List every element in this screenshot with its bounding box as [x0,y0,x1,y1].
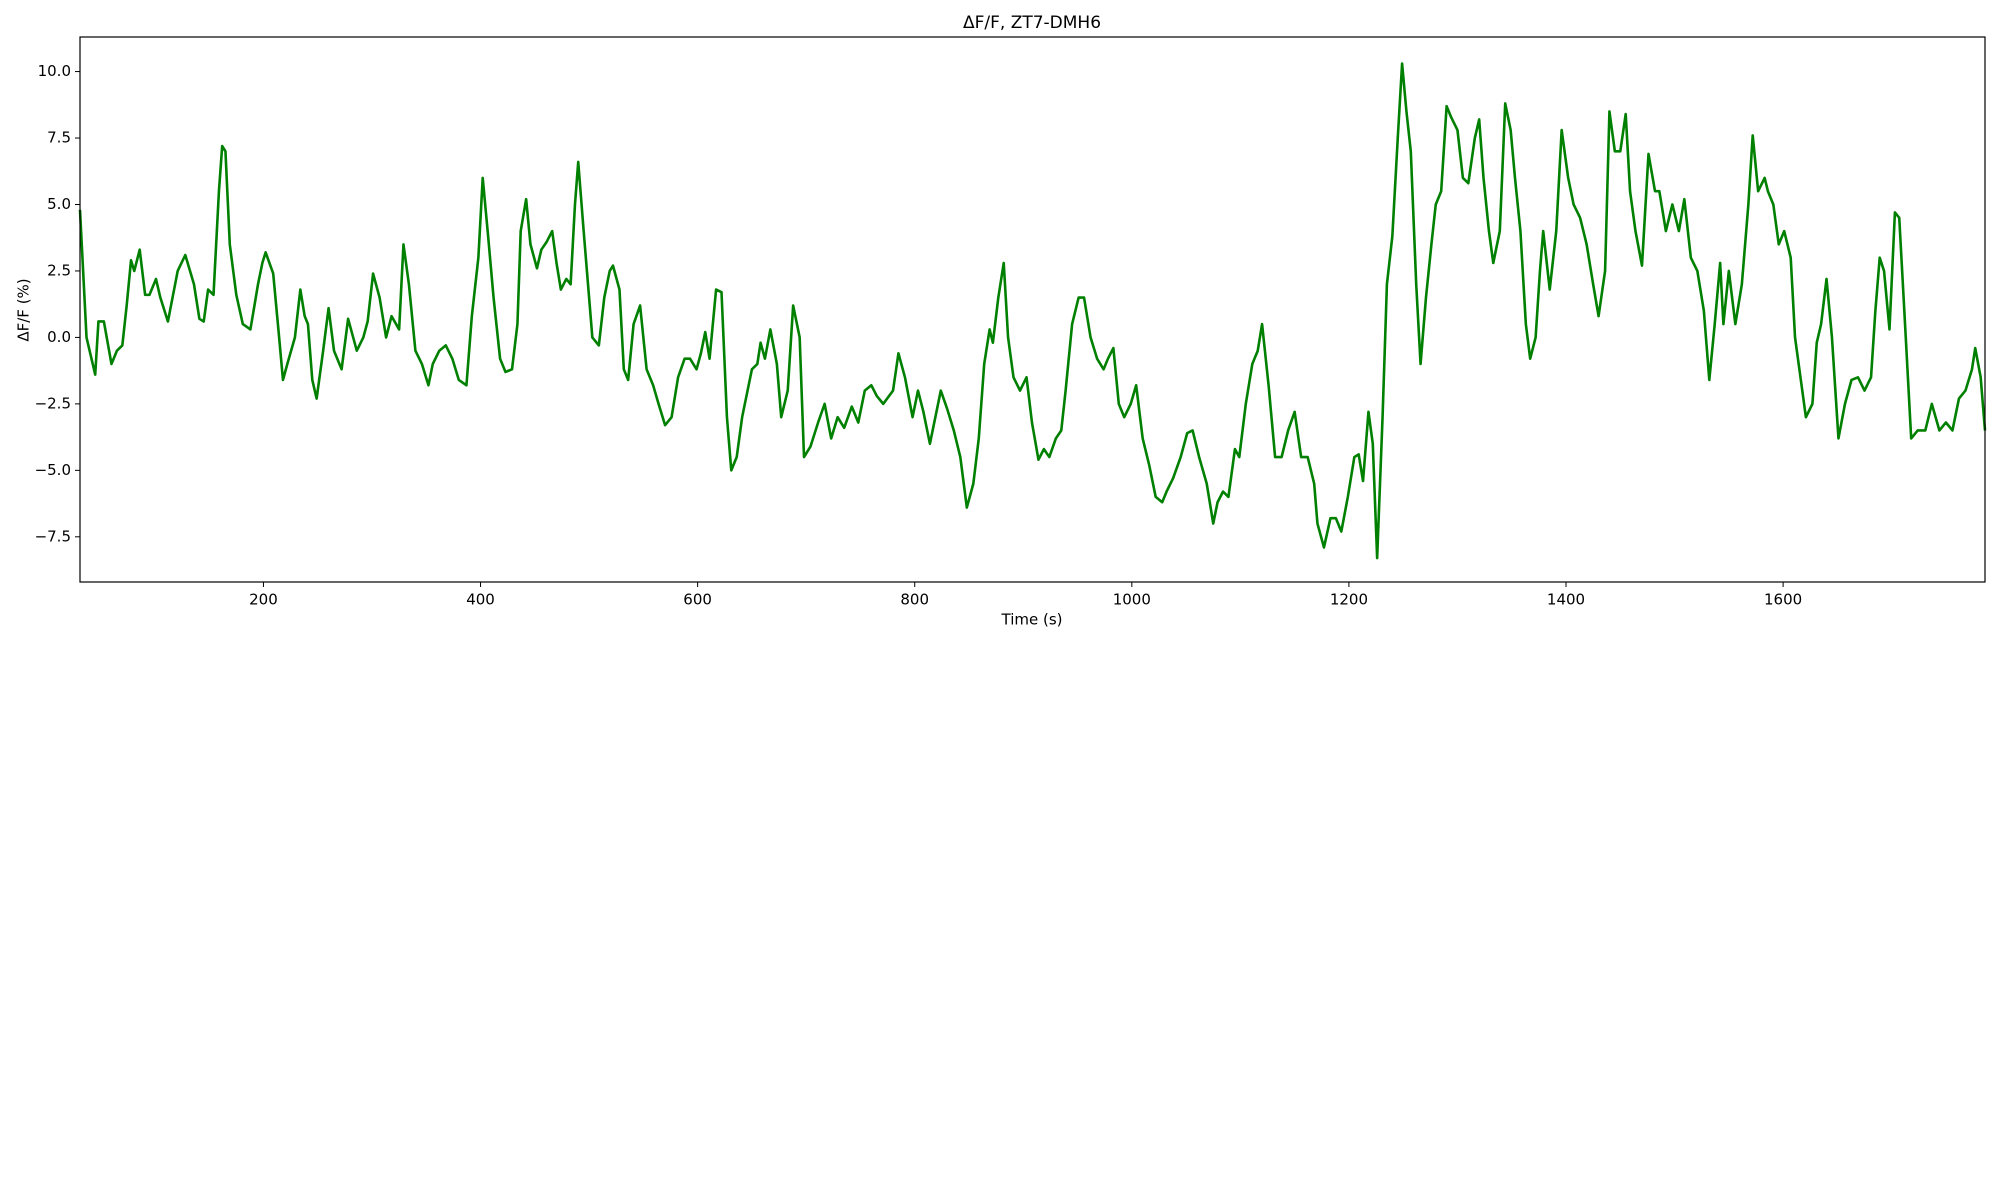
axes-frame [79,36,1986,583]
y-tick-label: −5.0 [35,461,71,479]
y-tick-label: −2.5 [35,394,71,412]
x-tick-label: 600 [683,591,712,609]
y-tick-label: 10.0 [38,62,71,80]
x-tick-label: 1000 [1113,591,1151,609]
y-tick-label: −7.5 [35,527,71,545]
x-axis-label: Time (s) [1001,611,1063,629]
y-tick-label: 7.5 [47,129,71,147]
y-tick-label: 2.5 [47,261,71,279]
x-tick-label: 800 [900,591,929,609]
x-tick-label: 400 [466,591,495,609]
data-line [78,62,1987,560]
x-tick-label: 200 [249,591,278,609]
y-tick-label: 5.0 [47,195,71,213]
x-tick-label: 1400 [1547,591,1585,609]
y-tick-label: 0.0 [47,328,71,346]
chart-title: ΔF/F, ZT7-DMH6 [963,13,1101,33]
plot-area [78,62,1987,560]
x-tick-label: 1600 [1764,591,1802,609]
x-tick-label: 1200 [1330,591,1368,609]
y-axis-label: ΔF/F (%) [15,278,33,341]
